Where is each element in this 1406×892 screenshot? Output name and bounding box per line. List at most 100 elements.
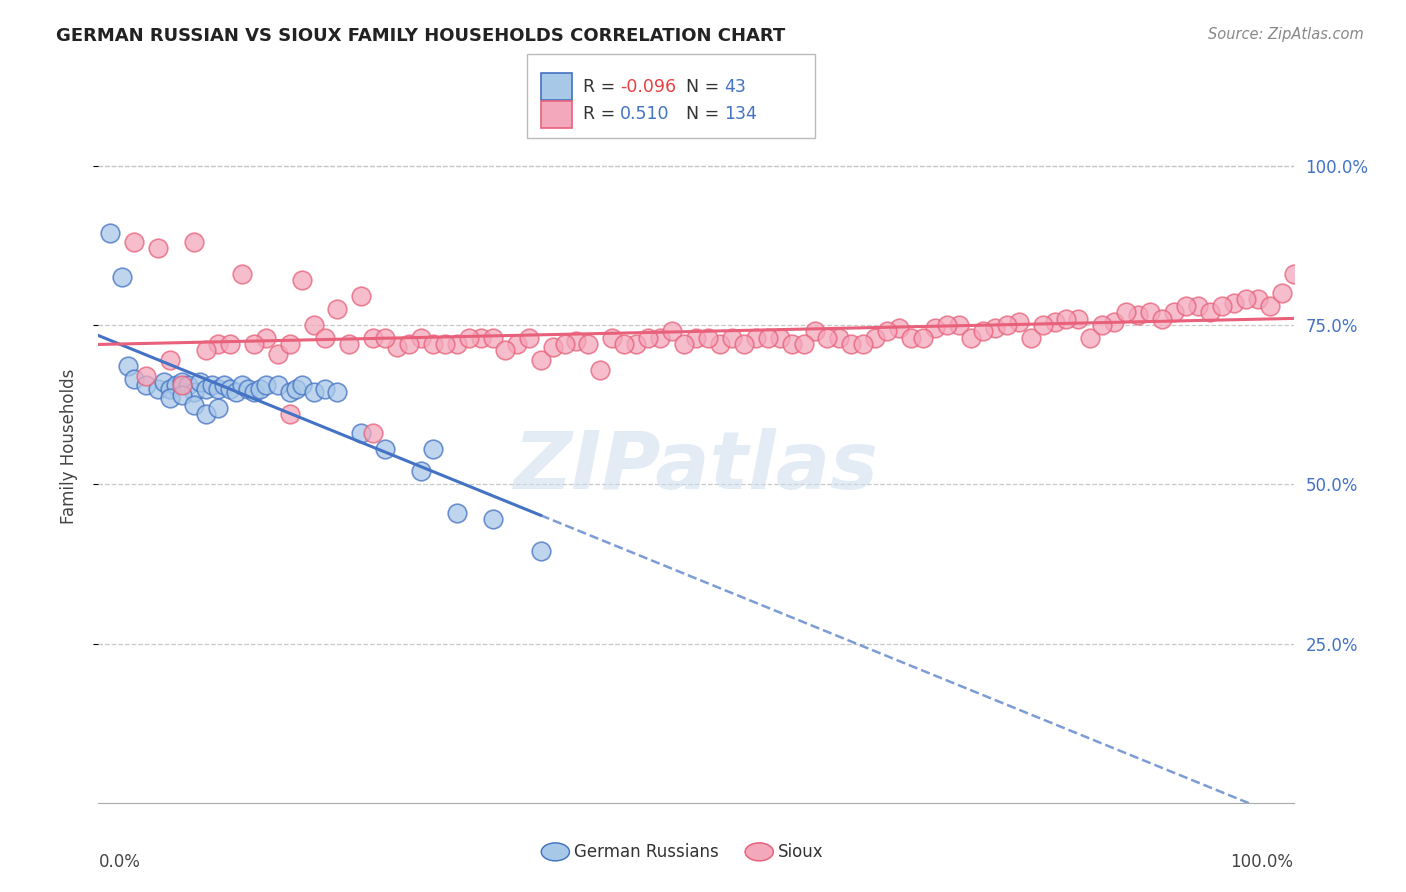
- Point: [817, 331, 839, 345]
- Point: [446, 337, 468, 351]
- Point: [780, 337, 803, 351]
- Point: [1139, 305, 1161, 319]
- Point: [284, 382, 307, 396]
- Point: [124, 235, 146, 249]
- Text: N =: N =: [686, 105, 725, 123]
- Point: [1056, 311, 1078, 326]
- Point: [936, 318, 959, 332]
- Point: [769, 331, 792, 345]
- Point: [201, 378, 224, 392]
- Point: [236, 382, 259, 396]
- Text: R =: R =: [583, 78, 621, 95]
- Point: [1175, 299, 1198, 313]
- Point: [841, 337, 863, 351]
- Point: [458, 331, 481, 345]
- Point: [1067, 311, 1090, 326]
- Text: -0.096: -0.096: [620, 78, 676, 95]
- Point: [1019, 331, 1042, 345]
- Point: [153, 376, 176, 390]
- Point: [212, 378, 235, 392]
- Point: [1008, 315, 1031, 329]
- Point: [948, 318, 970, 332]
- Point: [172, 378, 194, 392]
- Point: [315, 382, 337, 396]
- Point: [1080, 331, 1102, 345]
- Point: [267, 346, 290, 360]
- Point: [350, 426, 373, 441]
- Point: [1043, 315, 1066, 329]
- Text: 0.0%: 0.0%: [98, 853, 141, 871]
- Point: [243, 384, 266, 399]
- Point: [912, 331, 935, 345]
- Point: [231, 267, 253, 281]
- Point: [1211, 299, 1233, 313]
- Point: [530, 353, 553, 368]
- Point: [172, 388, 194, 402]
- Point: [1258, 299, 1281, 313]
- Point: [374, 442, 396, 457]
- Point: [745, 331, 768, 345]
- Point: [207, 382, 229, 396]
- Point: [172, 376, 194, 390]
- Point: [207, 401, 229, 415]
- Point: [159, 391, 181, 405]
- Point: [315, 331, 337, 345]
- Text: Source: ZipAtlas.com: Source: ZipAtlas.com: [1208, 27, 1364, 42]
- Point: [924, 321, 946, 335]
- Point: [177, 378, 200, 392]
- Point: [243, 337, 266, 351]
- Point: [124, 372, 146, 386]
- Point: [446, 506, 468, 520]
- Point: [195, 382, 218, 396]
- Point: [721, 331, 744, 345]
- Point: [302, 318, 325, 332]
- Point: [589, 362, 612, 376]
- Point: [506, 337, 529, 351]
- Point: [111, 270, 134, 285]
- Point: [326, 384, 349, 399]
- Point: [1163, 305, 1185, 319]
- Point: [159, 382, 181, 396]
- Point: [225, 384, 247, 399]
- Point: [756, 331, 779, 345]
- Point: [231, 378, 253, 392]
- Point: [422, 442, 444, 457]
- Point: [482, 331, 505, 345]
- Text: R =: R =: [583, 105, 627, 123]
- Point: [482, 512, 505, 526]
- Point: [135, 368, 157, 383]
- Point: [865, 331, 887, 345]
- Point: [995, 318, 1018, 332]
- Point: [673, 337, 696, 351]
- Point: [685, 331, 707, 345]
- Point: [195, 407, 218, 421]
- Point: [195, 343, 218, 358]
- Point: [972, 324, 994, 338]
- Point: [350, 289, 373, 303]
- Point: [291, 273, 314, 287]
- Point: [697, 331, 720, 345]
- Point: [804, 324, 827, 338]
- Point: [374, 331, 396, 345]
- Point: [183, 398, 205, 412]
- Point: [613, 337, 636, 351]
- Point: [1032, 318, 1054, 332]
- Text: N =: N =: [686, 78, 725, 95]
- Point: [1104, 315, 1126, 329]
- Text: German Russians: German Russians: [574, 843, 718, 861]
- Point: [1187, 299, 1209, 313]
- Point: [278, 337, 301, 351]
- Text: 100.0%: 100.0%: [1230, 853, 1294, 871]
- Point: [1247, 293, 1270, 307]
- Point: [637, 331, 659, 345]
- Point: [278, 407, 301, 421]
- Point: [98, 226, 122, 240]
- Text: 134: 134: [724, 105, 756, 123]
- Point: [219, 337, 242, 351]
- Text: Sioux: Sioux: [778, 843, 823, 861]
- Point: [422, 337, 444, 351]
- Point: [219, 382, 242, 396]
- Point: [291, 378, 314, 392]
- Point: [363, 426, 385, 441]
- Point: [793, 337, 815, 351]
